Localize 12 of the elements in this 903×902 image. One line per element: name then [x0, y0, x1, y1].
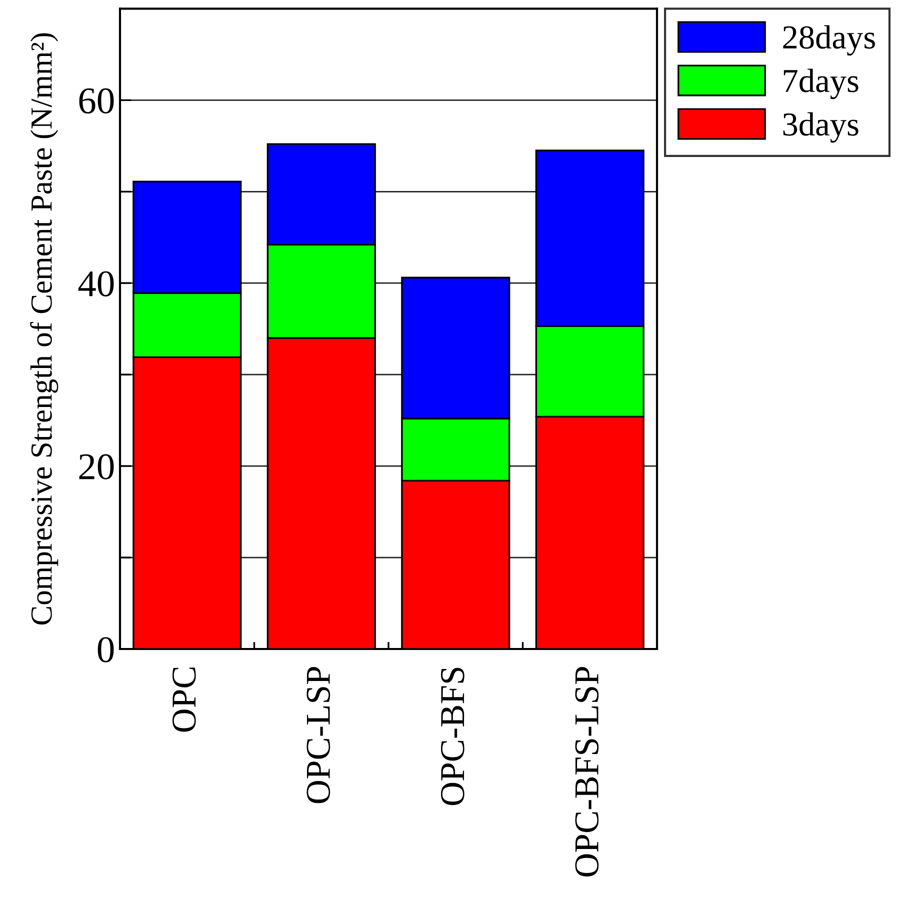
x-tick-label: OPC: [172, 668, 196, 732]
y-tick-label: 60: [79, 88, 114, 114]
legend-label: 3days: [783, 112, 858, 143]
x-tick-label: OPC-BFS: [440, 668, 464, 806]
y-tick-label: 40: [78, 271, 114, 296]
y-tick-label: 20: [79, 454, 114, 480]
x-tick-label: OPC-BFS-LSP: [575, 667, 599, 877]
y-tick-label: 0: [98, 637, 114, 662]
y-axis-title: Compressive Strength of Cement Paste (N/mm²): [30, 33, 58, 625]
legend-label: 28days: [783, 25, 875, 56]
legend-label: 7days: [784, 68, 858, 100]
x-tick-label: OPC-LSP: [306, 667, 330, 804]
